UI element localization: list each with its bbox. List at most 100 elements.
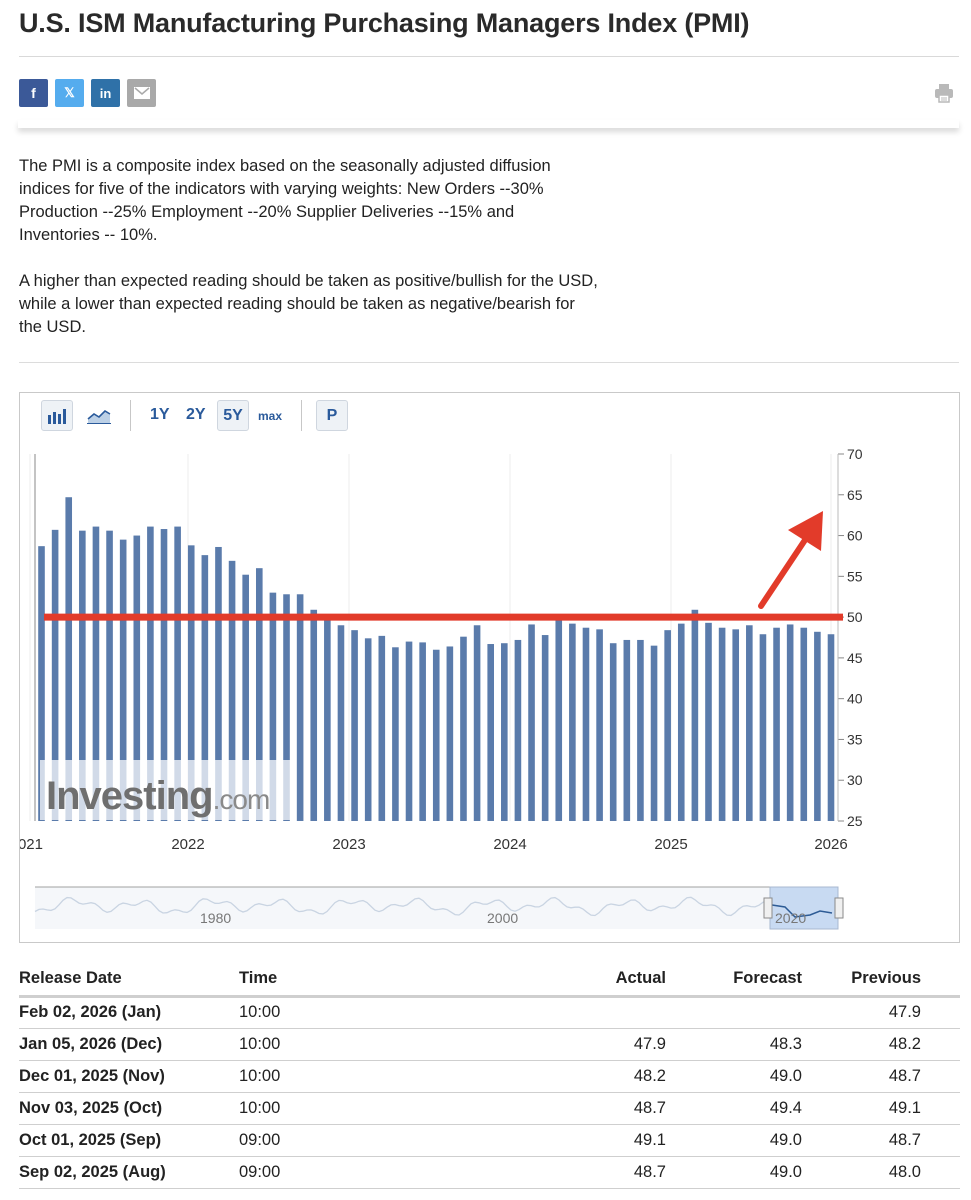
chart-bar[interactable] bbox=[460, 636, 467, 821]
range-5y-button[interactable]: 5Y bbox=[217, 400, 249, 431]
chart-bar[interactable] bbox=[215, 546, 222, 821]
chart-bar[interactable] bbox=[541, 635, 549, 821]
chart-bar[interactable] bbox=[242, 574, 249, 821]
table-row[interactable]: Jan 05, 2026 (Dec) 10:00 47.9 48.3 48.2 bbox=[19, 1028, 960, 1061]
y-tick-label: 65 bbox=[847, 487, 863, 503]
x-share-button[interactable]: 𝕏 bbox=[55, 79, 84, 107]
chart-bar[interactable] bbox=[324, 615, 331, 821]
range-max-button[interactable]: max bbox=[258, 409, 283, 423]
chart-bar[interactable] bbox=[691, 609, 699, 821]
navigator-selected-line bbox=[771, 904, 833, 918]
header-forecast[interactable]: Forecast bbox=[666, 962, 802, 998]
chart-bar[interactable] bbox=[106, 530, 113, 821]
navigator-left-handle[interactable] bbox=[763, 897, 773, 919]
description-paragraph: The PMI is a composite index based on th… bbox=[19, 157, 551, 244]
chart-bar[interactable] bbox=[310, 609, 318, 821]
chart-bar[interactable] bbox=[732, 629, 740, 821]
print-icon[interactable] bbox=[933, 82, 955, 104]
chart-bar[interactable] bbox=[228, 560, 236, 821]
table-row[interactable]: Sep 02, 2025 (Aug) 09:00 48.7 49.0 48.0 bbox=[19, 1156, 960, 1189]
chart-bar[interactable] bbox=[269, 592, 277, 821]
chart-bar[interactable] bbox=[786, 624, 794, 821]
chart-bar[interactable] bbox=[337, 625, 345, 821]
period-button[interactable]: P bbox=[316, 400, 348, 431]
header-time[interactable]: Time bbox=[239, 962, 429, 998]
chart-bar[interactable] bbox=[432, 649, 440, 821]
cell-release-date: Jan 05, 2026 (Dec) bbox=[19, 1028, 239, 1061]
chart-bar[interactable] bbox=[119, 539, 127, 821]
chart-bar[interactable] bbox=[650, 645, 658, 821]
chart-bar[interactable] bbox=[555, 614, 563, 821]
chart-bar[interactable] bbox=[677, 623, 685, 821]
chart-bar[interactable] bbox=[814, 631, 821, 821]
chart-bar[interactable] bbox=[582, 627, 590, 821]
range-2y-button[interactable]: 2Y bbox=[186, 406, 206, 423]
cell-previous: 48.0 bbox=[802, 1156, 921, 1189]
chart-bar[interactable] bbox=[160, 529, 168, 821]
cell-forecast: 49.0 bbox=[666, 1124, 802, 1157]
header-actual[interactable]: Actual bbox=[429, 962, 666, 998]
chart-bar[interactable] bbox=[378, 635, 386, 821]
chart-bar[interactable] bbox=[827, 634, 835, 821]
chart-bar[interactable] bbox=[528, 624, 535, 821]
table-row[interactable]: Nov 03, 2025 (Oct) 10:00 48.7 49.4 49.1 bbox=[19, 1092, 960, 1125]
header-release-date[interactable]: Release Date bbox=[19, 962, 239, 998]
chart-bar[interactable] bbox=[65, 497, 73, 821]
chart-bar[interactable] bbox=[800, 627, 808, 821]
chart-bar[interactable] bbox=[51, 529, 59, 821]
chart-bar[interactable] bbox=[664, 630, 671, 821]
chart-bar[interactable] bbox=[38, 546, 45, 821]
chart-bar[interactable] bbox=[637, 639, 644, 821]
chart-bar[interactable] bbox=[187, 545, 195, 821]
chart-bar[interactable] bbox=[501, 643, 508, 821]
chart-bar[interactable] bbox=[446, 646, 454, 821]
table-row[interactable]: Feb 02, 2026 (Jan) 10:00 47.9 bbox=[19, 996, 960, 1029]
navigator-right-handle[interactable] bbox=[834, 897, 844, 919]
chart-bar[interactable] bbox=[405, 641, 413, 821]
chart-bar[interactable] bbox=[596, 629, 603, 821]
chart-bar[interactable] bbox=[623, 639, 631, 821]
chart-bar[interactable] bbox=[773, 627, 780, 821]
chart-bar[interactable] bbox=[487, 644, 494, 821]
chart-bar[interactable] bbox=[201, 555, 209, 821]
chart-bar[interactable] bbox=[419, 642, 426, 821]
chart-bar[interactable] bbox=[514, 639, 522, 821]
linkedin-share-button[interactable]: in bbox=[91, 79, 120, 107]
chart-bar[interactable] bbox=[296, 594, 304, 821]
table-row[interactable]: Dec 01, 2025 (Nov) 10:00 48.2 49.0 48.7 bbox=[19, 1060, 960, 1093]
area-chart-button[interactable] bbox=[86, 403, 112, 429]
chart-bar[interactable] bbox=[609, 643, 617, 821]
table-row[interactable]: Oct 01, 2025 (Sep) 09:00 49.1 49.0 48.7 bbox=[19, 1124, 960, 1157]
release-table: Release Date Time Actual Forecast Previo… bbox=[19, 962, 960, 1189]
chart-bar[interactable] bbox=[283, 594, 290, 821]
chart-bar[interactable] bbox=[705, 622, 712, 821]
range-1y-button[interactable]: 1Y bbox=[150, 406, 170, 423]
bar-chart-button[interactable] bbox=[41, 400, 73, 431]
chart-bar[interactable] bbox=[718, 627, 726, 821]
chart-bar[interactable] bbox=[364, 638, 372, 821]
chart-bar[interactable] bbox=[392, 647, 399, 821]
mail-share-button[interactable] bbox=[127, 79, 156, 107]
pmi-chart: 1Y 2Y 5Y max P 25 30 35 40 45 50 55 60 65 70 Inves… bbox=[19, 392, 960, 943]
period-label: P bbox=[326, 406, 338, 424]
range-5y-label: 5Y bbox=[223, 406, 243, 424]
chart-bar[interactable] bbox=[746, 625, 753, 821]
chart-bar[interactable] bbox=[473, 625, 481, 821]
section-divider bbox=[19, 362, 959, 363]
chart-bar[interactable] bbox=[133, 535, 141, 821]
header-previous[interactable]: Previous bbox=[802, 962, 921, 998]
chart-bar[interactable] bbox=[569, 623, 576, 821]
chart-bar[interactable] bbox=[351, 630, 358, 821]
chart-bar[interactable] bbox=[759, 634, 767, 821]
cell-actual: 48.2 bbox=[429, 1060, 666, 1093]
chart-bar[interactable] bbox=[174, 526, 181, 821]
cell-actual bbox=[429, 996, 666, 1029]
page-title: U.S. ISM Manufacturing Purchasing Manage… bbox=[19, 8, 750, 38]
chart-bar[interactable] bbox=[92, 526, 100, 821]
facebook-share-button[interactable]: f bbox=[19, 79, 48, 107]
chart-bar[interactable] bbox=[147, 526, 154, 821]
chart-bar[interactable] bbox=[79, 530, 86, 821]
y-tick-label: 55 bbox=[847, 568, 863, 584]
y-tick-label: 25 bbox=[847, 813, 863, 829]
chart-bar[interactable] bbox=[255, 568, 263, 821]
